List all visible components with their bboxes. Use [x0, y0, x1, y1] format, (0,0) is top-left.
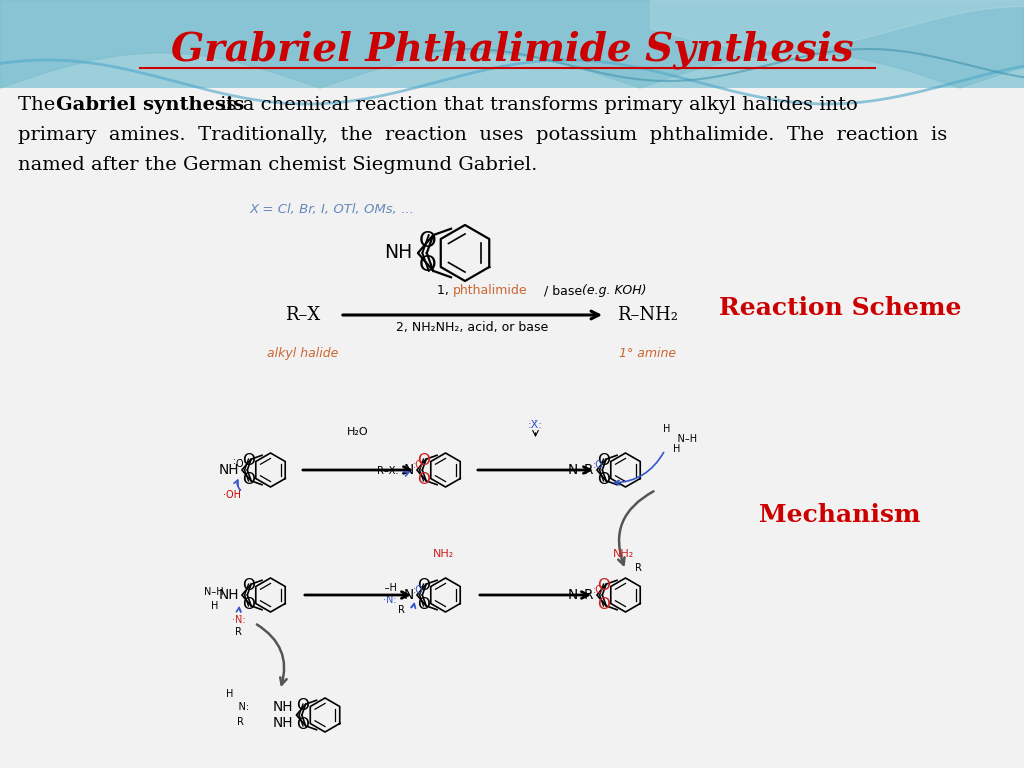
Text: Gabriel synthesis: Gabriel synthesis	[56, 96, 245, 114]
Text: N: N	[403, 463, 414, 477]
Text: R–X:: R–X:	[377, 466, 399, 476]
Text: N–R: N–R	[567, 463, 594, 477]
Text: O: O	[242, 453, 255, 468]
Text: O: O	[242, 472, 255, 487]
Text: H: H	[673, 444, 680, 454]
Text: H: H	[226, 689, 233, 699]
FancyBboxPatch shape	[0, 0, 1024, 88]
Text: O: O	[417, 597, 430, 612]
Text: NH₂: NH₂	[613, 549, 634, 559]
Text: –H: –H	[369, 583, 397, 593]
Text: NH
NH: NH NH	[272, 700, 293, 730]
FancyArrowPatch shape	[237, 607, 241, 612]
Text: O: O	[597, 578, 609, 593]
Text: ·Ṅ:: ·Ṅ:	[383, 595, 397, 605]
Text: X = Cl, Br, I, OTl, OMs, ...: X = Cl, Br, I, OTl, OMs, ...	[250, 203, 415, 216]
Text: :Ȯ: :Ȯ	[413, 585, 424, 595]
Text: O: O	[242, 578, 255, 593]
Text: Mechanism: Mechanism	[759, 503, 921, 527]
Text: alkyl halide: alkyl halide	[267, 347, 339, 360]
Text: O: O	[419, 255, 436, 275]
Text: :Ẋ:: :Ẋ:	[528, 420, 543, 430]
Text: The: The	[18, 96, 68, 114]
Text: :Ȯ: :Ȯ	[593, 585, 603, 595]
Text: O: O	[597, 597, 609, 612]
Text: ·OH: ·OH	[223, 490, 242, 500]
Text: N:: N:	[226, 702, 249, 712]
Text: O: O	[417, 453, 430, 468]
Text: O: O	[242, 597, 255, 612]
Text: R: R	[398, 605, 404, 615]
Text: is a chemical reaction that transforms primary alkyl halides into: is a chemical reaction that transforms p…	[214, 96, 858, 114]
Text: R: R	[236, 627, 242, 637]
Text: O: O	[296, 717, 309, 732]
Text: N–H: N–H	[204, 587, 224, 597]
Text: :Ȯ: :Ȯ	[413, 460, 424, 470]
Text: ·̇Ȯ:: ·̇Ȯ:	[234, 458, 248, 468]
Text: R–NH₂: R–NH₂	[617, 306, 679, 324]
Text: / base: / base	[541, 284, 587, 297]
Text: (e.g. KOH): (e.g. KOH)	[583, 284, 647, 297]
FancyArrowPatch shape	[411, 604, 416, 608]
FancyArrowPatch shape	[403, 472, 409, 476]
Text: 1,: 1,	[436, 284, 453, 297]
Text: O: O	[296, 698, 309, 713]
FancyArrowPatch shape	[257, 624, 287, 684]
Text: R: R	[237, 717, 244, 727]
Text: N–R: N–R	[567, 588, 594, 602]
Text: Reaction Scheme: Reaction Scheme	[719, 296, 962, 320]
Text: NH: NH	[385, 243, 413, 263]
Text: O: O	[417, 472, 430, 487]
Text: O: O	[417, 578, 430, 593]
Text: NH₂: NH₂	[433, 549, 454, 559]
Text: N–H: N–H	[665, 434, 697, 444]
FancyArrowPatch shape	[233, 480, 241, 490]
Text: 2, NH₂NH₂, acid, or base: 2, NH₂NH₂, acid, or base	[396, 321, 549, 334]
Text: primary  amines.  Traditionally,  the  reaction  uses  potassium  phthalimide.  : primary amines. Traditionally, the react…	[18, 126, 947, 144]
Text: NH: NH	[218, 588, 239, 602]
Text: ·Ṅ:: ·Ṅ:	[231, 615, 246, 625]
Text: N: N	[403, 588, 414, 602]
Text: H₂O: H₂O	[347, 427, 369, 437]
Text: O: O	[597, 472, 609, 487]
Text: O: O	[419, 231, 436, 251]
Text: R–X: R–X	[286, 306, 321, 324]
Text: 1° amine: 1° amine	[620, 347, 677, 360]
Text: named after the German chemist Siegmund Gabriel.: named after the German chemist Siegmund …	[18, 156, 538, 174]
Text: O: O	[597, 453, 609, 468]
FancyArrowPatch shape	[614, 452, 664, 485]
Text: H: H	[663, 424, 671, 434]
Text: phthalimide: phthalimide	[453, 284, 527, 297]
Text: Grabriel Phthalimide Synthesis: Grabriel Phthalimide Synthesis	[171, 31, 853, 69]
Text: :Ȯ: :Ȯ	[593, 460, 603, 470]
FancyBboxPatch shape	[0, 88, 1024, 768]
Text: R: R	[636, 563, 642, 573]
Text: H: H	[211, 601, 218, 611]
Text: NH: NH	[218, 463, 239, 477]
FancyArrowPatch shape	[618, 492, 653, 564]
